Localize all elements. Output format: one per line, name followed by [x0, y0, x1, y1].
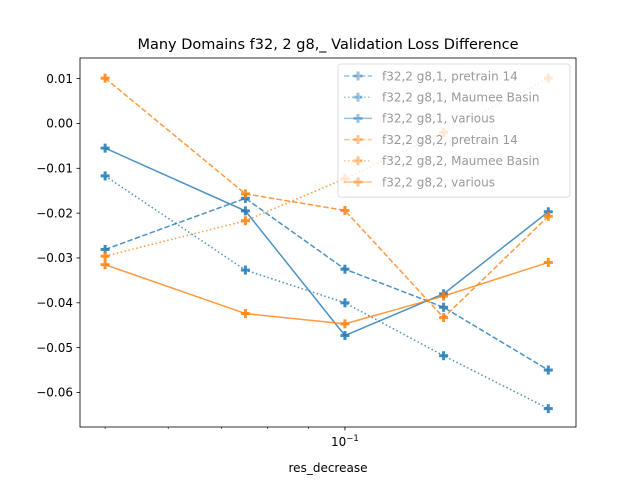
legend-box	[337, 63, 571, 198]
data-point-marker	[353, 113, 363, 123]
data-point-marker	[353, 135, 363, 145]
data-point-marker	[353, 92, 363, 102]
legend-entry: f32,2 g8,1, pretrain 14	[344, 69, 518, 83]
data-point-marker	[439, 302, 449, 312]
legend-label: f32,2 g8,1, pretrain 14	[382, 69, 518, 83]
data-point-marker	[240, 309, 250, 319]
data-point-marker	[340, 319, 350, 329]
data-point-marker	[240, 189, 250, 199]
data-point-marker	[340, 298, 350, 308]
data-point-marker	[100, 171, 110, 181]
chart-title: Many Domains f32, 2 g8,_ Validation Loss…	[137, 37, 518, 53]
data-point-marker	[353, 156, 363, 166]
data-point-marker	[240, 206, 250, 216]
series-3	[100, 143, 553, 341]
y-tick-label: −0.01	[36, 161, 73, 175]
data-point-marker	[240, 265, 250, 275]
legend-label: f32,2 g8,1, Maumee Basin	[382, 91, 539, 105]
data-point-marker	[439, 291, 449, 301]
data-point-marker	[353, 177, 363, 187]
data-point-marker	[340, 205, 350, 215]
data-point-marker	[100, 260, 110, 270]
data-point-marker	[240, 216, 250, 226]
legend: f32,2 g8,1, pretrain 14 f32,2 g8,1, Maume…	[337, 63, 571, 198]
legend-label: f32,2 g8,1, various	[382, 112, 495, 126]
legend-entry: f32,2 g8,2, Maumee Basin	[344, 154, 539, 168]
series-line	[104, 77, 549, 319]
legend-label: f32,2 g8,2, Maumee Basin	[382, 154, 539, 168]
data-point-marker	[340, 264, 350, 274]
legend-label: f32,2 g8,2, pretrain 14	[382, 133, 518, 147]
data-point-marker	[543, 365, 553, 375]
legend-entry: f32,2 g8,1, various	[344, 112, 495, 126]
data-point-marker	[543, 257, 553, 267]
axes: 10−10.010.00−0.01−0.02−0.03−0.04−0.05−0.…	[36, 57, 577, 449]
y-tick-label: −0.02	[36, 206, 73, 220]
data-point-marker	[439, 313, 449, 323]
data-point-marker	[543, 211, 553, 221]
data-point-marker	[100, 143, 110, 153]
legend-entry: f32,2 g8,1, Maumee Basin	[344, 91, 539, 105]
data-point-marker	[543, 404, 553, 414]
y-tick-label: −0.05	[36, 341, 73, 355]
data-point-marker	[353, 71, 363, 81]
x-axis-label: res_decrease	[289, 461, 368, 475]
series-4	[100, 73, 553, 323]
series-line	[104, 175, 549, 410]
y-tick-label: 0.01	[46, 72, 73, 86]
data-point-marker	[340, 331, 350, 341]
y-tick-label: −0.04	[36, 296, 73, 310]
legend-entry: f32,2 g8,2, pretrain 14	[344, 133, 518, 147]
data-point-marker	[100, 251, 110, 261]
y-tick-label: −0.06	[36, 386, 73, 400]
data-point-marker	[100, 73, 110, 83]
y-tick-label: 0.00	[46, 117, 73, 131]
data-point-marker	[439, 351, 449, 361]
series-6	[100, 257, 553, 329]
legend-entry: f32,2 g8,2, various	[344, 175, 495, 189]
legend-label: f32,2 g8,2, various	[382, 175, 495, 189]
series-2	[100, 171, 553, 414]
axes-frame	[79, 57, 577, 428]
y-tick-label: −0.03	[36, 251, 73, 265]
